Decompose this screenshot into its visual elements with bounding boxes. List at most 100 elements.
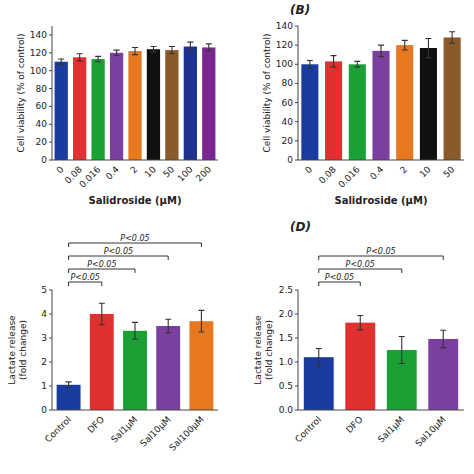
bar [110, 53, 123, 160]
x-axis [52, 410, 218, 411]
y-tick-label: 60 [282, 98, 294, 108]
y-tick-label: 0 [41, 405, 47, 415]
error-bar [132, 322, 138, 339]
x-axis-label: Salidroside (μM) [334, 195, 427, 206]
y-tick-label: 2.5 [279, 285, 293, 295]
y-tick [49, 88, 52, 89]
y-tick-label: 0.5 [279, 381, 293, 391]
x-axis [52, 160, 218, 161]
y-tick [295, 83, 298, 84]
x-tick-label: 0.08 [317, 164, 338, 185]
y-tick [295, 140, 298, 141]
error-bar [440, 330, 446, 347]
bar [301, 64, 318, 160]
y-tick [295, 314, 298, 315]
y-axis [52, 290, 53, 410]
y-tick-label: 60 [36, 101, 48, 111]
y-tick [295, 102, 298, 103]
y-tick-label: 1 [41, 381, 47, 391]
y-tick [49, 338, 52, 339]
x-tick-label: 10 [418, 164, 433, 179]
y-tick [295, 386, 298, 387]
y-tick [49, 70, 52, 71]
error-bar [165, 319, 171, 332]
bar [165, 50, 178, 160]
x-tick-label: 2 [398, 164, 409, 175]
y-tick-label: 80 [36, 84, 48, 94]
x-tick-label: Sal10μM [413, 414, 447, 448]
y-tick-label: 0 [287, 155, 293, 165]
y-axis-label-line: (fold change) [264, 320, 274, 380]
panel: 0.00.51.01.52.02.5ControlDFOSal1μMSal10μ… [253, 220, 464, 449]
error-bar [95, 56, 101, 61]
x-axis [298, 160, 464, 161]
bar [156, 326, 180, 410]
bar [147, 49, 160, 160]
error-bar [66, 382, 72, 388]
bar [128, 51, 141, 160]
error-bar [132, 47, 138, 54]
y-tick-label: 5 [41, 285, 47, 295]
x-tick-label: 0 [303, 164, 314, 175]
y-tick-label: 100 [30, 66, 47, 76]
sig-bracket [69, 282, 102, 286]
error-bar [187, 42, 193, 51]
y-axis-label: Cell viability (% of control) [262, 33, 272, 152]
error-bar [206, 44, 212, 51]
y-tick [49, 142, 52, 143]
y-axis [298, 26, 299, 160]
y-tick-label: 140 [30, 30, 47, 40]
x-tick-label: Sal100μM [167, 414, 205, 452]
sig-label: P<0.05 [104, 247, 133, 256]
y-axis-label-line: (fold change) [18, 320, 28, 380]
plot-area [57, 303, 214, 410]
error-bar [402, 40, 408, 50]
bar [73, 57, 86, 160]
x-tick-label: Sal10μM [138, 414, 172, 448]
y-tick [49, 314, 52, 315]
y-tick [295, 290, 298, 291]
x-tick-label: 100 [176, 164, 195, 183]
bar [91, 59, 104, 160]
error-bar [150, 47, 156, 52]
y-tick [49, 160, 52, 161]
x-tick-label: 50 [161, 164, 176, 179]
plot-area [304, 315, 458, 410]
sig-bracket [69, 269, 135, 273]
x-tick-label: 50 [441, 164, 456, 179]
sig-bracket [319, 269, 402, 273]
bar [428, 339, 458, 410]
error-bar [399, 337, 405, 364]
error-bar [354, 61, 360, 67]
x-axis [298, 410, 464, 411]
x-tick-label: 0 [55, 164, 66, 175]
y-axis-label: Cell viability (% of control) [16, 33, 26, 152]
plot-area [301, 32, 460, 160]
bar [345, 323, 375, 410]
error-bar [378, 45, 384, 56]
y-tick [49, 106, 52, 107]
y-tick-label: 2.0 [279, 309, 294, 319]
y-tick [295, 362, 298, 363]
x-tick-label: Sal1μM [376, 414, 406, 444]
bar [420, 48, 437, 160]
sig-bracket [319, 282, 361, 286]
sig-label: P<0.05 [71, 273, 100, 282]
error-bar [316, 349, 322, 366]
sig-bracket [69, 243, 202, 247]
y-tick [295, 64, 298, 65]
y-tick-label: 140 [276, 21, 293, 31]
y-tick-label: 1.5 [279, 333, 293, 343]
error-bar [331, 56, 337, 67]
sig-bracket [319, 256, 444, 260]
bar [55, 62, 68, 160]
sig-label: P<0.05 [366, 247, 395, 256]
x-tick-label: Control [293, 414, 323, 444]
y-tick-label: 3 [41, 333, 47, 343]
y-axis-label-line: Lactate release [7, 315, 17, 385]
x-tick-label: DFO [344, 414, 365, 435]
x-tick-label: Sal1μM [109, 414, 139, 444]
y-tick-label: 0.0 [279, 405, 294, 415]
error-bar [449, 32, 455, 43]
plot-area [55, 42, 216, 160]
